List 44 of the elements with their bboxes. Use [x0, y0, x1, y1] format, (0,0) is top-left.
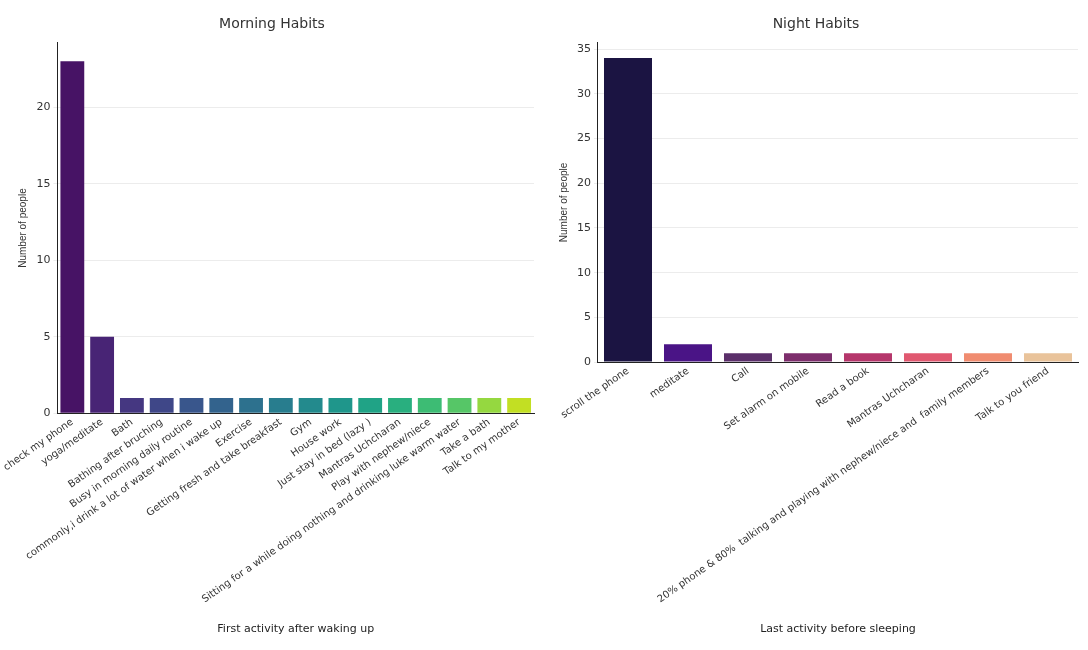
bar — [298, 397, 323, 413]
bar — [90, 336, 115, 413]
y-tick-label: 0 — [43, 406, 51, 420]
x-axis-title: Last activity before sleeping — [760, 622, 916, 636]
bar — [388, 397, 412, 413]
bar — [149, 397, 174, 413]
bar — [120, 397, 144, 413]
bar — [358, 397, 383, 413]
y-tick-label: 15 — [36, 176, 51, 190]
y-tick-label: 5 — [584, 310, 591, 324]
bar — [904, 353, 952, 362]
bar — [724, 353, 772, 362]
bar — [60, 61, 85, 413]
bar — [507, 397, 532, 413]
bar — [239, 397, 263, 413]
y-tick-label: 15 — [577, 220, 591, 234]
y-axis-title: Number of people — [557, 162, 569, 243]
y-tick-label: 10 — [36, 253, 51, 267]
bar — [268, 397, 293, 413]
y-tick-label: 25 — [577, 131, 591, 145]
y-tick-label: 35 — [577, 41, 591, 55]
bar — [1024, 353, 1072, 362]
bar — [844, 353, 892, 362]
y-tick-label: 5 — [43, 329, 51, 343]
chart-title: Night Habits — [772, 15, 860, 32]
bar — [784, 353, 832, 362]
bar — [209, 397, 234, 413]
x-tick-label: Call — [729, 364, 751, 385]
bar — [179, 397, 204, 413]
bar — [964, 353, 1012, 362]
bar — [664, 344, 712, 362]
chart-title: Morning Habits — [219, 15, 325, 32]
y-axis-title: Number of people — [17, 187, 29, 268]
bar — [417, 397, 442, 413]
bar — [604, 58, 652, 362]
bar — [477, 397, 502, 413]
x-axis-title: First activity after waking up — [217, 622, 375, 636]
y-tick-label: 10 — [577, 265, 591, 279]
y-tick-label: 30 — [577, 86, 591, 100]
y-tick-label: 20 — [577, 176, 591, 190]
bar — [447, 397, 472, 413]
bar — [328, 397, 353, 413]
y-tick-label: 20 — [36, 99, 51, 113]
y-tick-label: 0 — [584, 354, 591, 368]
